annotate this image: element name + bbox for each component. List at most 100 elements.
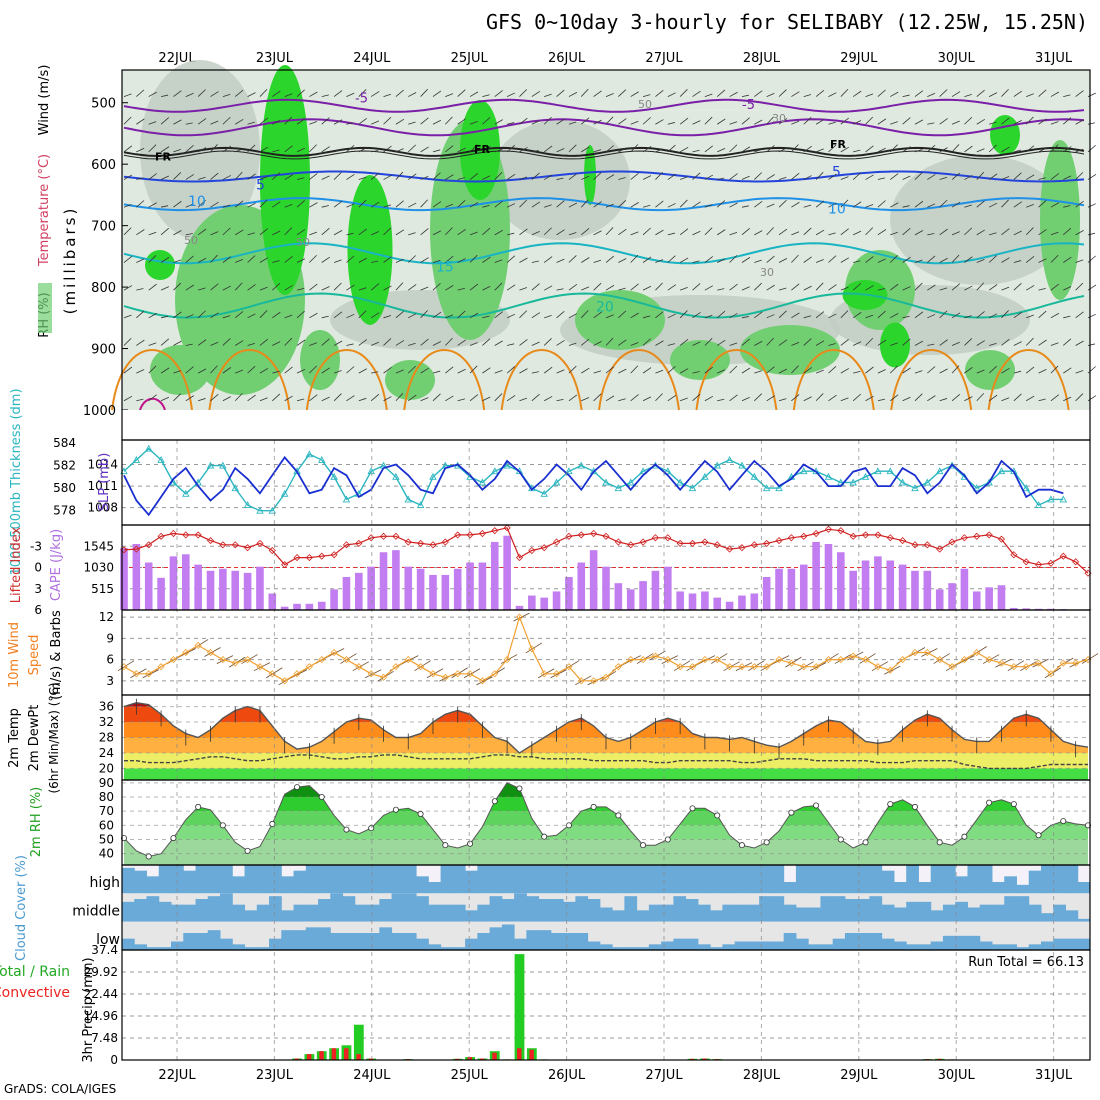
cape-bar <box>342 576 351 610</box>
wind-barb <box>494 370 503 374</box>
wind-speed-point <box>701 656 709 664</box>
wind-barb <box>494 200 503 208</box>
lifted-index-point <box>861 531 870 539</box>
cloud-cover-cell <box>281 910 295 922</box>
wind-barb <box>1087 144 1096 153</box>
cape-bar <box>392 550 400 610</box>
wind-barb <box>531 341 540 346</box>
wind-barb <box>717 118 726 125</box>
wind-barb <box>469 231 478 236</box>
thickness-point <box>540 489 548 497</box>
wind-barb <box>865 93 874 97</box>
lifted-index-point <box>713 541 721 549</box>
wind-barb <box>371 150 379 153</box>
wind-barb <box>309 202 318 208</box>
rh-point <box>195 803 202 810</box>
wind-barb <box>148 312 157 319</box>
wind-barb <box>741 397 750 402</box>
wind-speed-point <box>726 663 734 671</box>
wind-barb <box>667 394 677 402</box>
wind-barb <box>951 254 960 263</box>
lifted-index-point <box>342 541 351 549</box>
wind-barb <box>198 287 206 291</box>
temp-contour-20 <box>123 292 1085 319</box>
wind-barb <box>123 285 133 291</box>
wind-barb <box>976 171 985 180</box>
cloud-cover-cell <box>391 933 405 950</box>
wind-barb <box>222 116 231 125</box>
cloud-cover-cell <box>1028 870 1042 894</box>
slp-tick-label: 1014 <box>87 458 118 472</box>
cloud-cover-cell <box>244 865 258 894</box>
wind-barb <box>123 256 133 263</box>
wind-barb <box>371 341 380 346</box>
wind-barb <box>630 172 639 180</box>
wind-speed-point <box>775 656 783 664</box>
rh-point <box>442 842 449 849</box>
wind-barb <box>290 669 308 679</box>
wind-barb <box>1063 315 1071 319</box>
wind-barb <box>717 229 726 236</box>
cloud-cover-cell <box>354 865 368 894</box>
cloud-cover-cell <box>1028 904 1042 922</box>
wind-barb <box>580 310 589 319</box>
wind-barb <box>531 201 541 208</box>
temp-contour-25 <box>305 349 388 411</box>
cape-bar <box>367 566 375 610</box>
lifted-index-point <box>676 539 684 547</box>
wind-barb <box>321 315 329 319</box>
wind-barb <box>717 288 725 291</box>
wind-barb <box>333 200 343 208</box>
wind-speed-point <box>491 670 499 678</box>
wind-barb <box>1038 398 1046 402</box>
cloud-cover-cell <box>465 938 478 950</box>
wind-speed-point <box>688 663 697 671</box>
wind-barb <box>432 311 442 319</box>
wind-barb <box>185 233 193 236</box>
wind-barb <box>605 174 615 180</box>
wind-barb <box>506 284 516 291</box>
panel-frame <box>121 949 1091 1061</box>
lifted-index-point <box>886 534 894 542</box>
wind-barb <box>778 258 788 263</box>
wind-barb <box>914 311 924 319</box>
cloud-cover-cell <box>783 904 797 922</box>
thickness-point <box>1034 501 1043 509</box>
wind-barb <box>939 228 948 236</box>
wind-barb <box>853 341 862 346</box>
cloud-cover-cell <box>1040 913 1054 922</box>
cloud-cover-cell <box>587 899 601 922</box>
wind-barb <box>1050 312 1060 319</box>
wind-barb <box>1013 201 1023 208</box>
wind-barb <box>247 92 256 97</box>
wind-speed-point <box>861 656 870 664</box>
wind-barb <box>1050 91 1060 97</box>
cape-bar <box>429 574 437 610</box>
wind-barb <box>605 337 614 346</box>
cloud-cover-cell <box>918 944 932 950</box>
cape-bar <box>676 591 684 610</box>
precip-legend-convective: Convective <box>0 985 70 1001</box>
wind-barb <box>976 282 985 291</box>
panel-frame <box>121 609 1091 696</box>
wind-barb <box>1025 337 1034 346</box>
wind-speed-point <box>454 670 462 678</box>
wind-barb <box>840 199 849 208</box>
wind-barb <box>1025 366 1035 374</box>
cloud-cover-cell <box>857 865 870 894</box>
wind-barb <box>408 232 416 236</box>
cloud-cover-cell <box>857 899 870 922</box>
cloud-cover-cell <box>820 865 834 894</box>
temp-contour-freezing <box>123 146 1085 157</box>
contour-label: FR <box>474 143 491 156</box>
wind-barb <box>185 92 194 97</box>
lifted-index-point <box>651 534 660 542</box>
wind-barb <box>667 255 676 263</box>
wind-barb <box>828 394 837 402</box>
wind-barb <box>469 394 479 402</box>
cape-bar <box>787 568 796 610</box>
cloud-cover-cell <box>844 899 858 922</box>
wind-barb <box>210 365 218 374</box>
wind-barb <box>877 229 887 236</box>
cloud-cover-cell <box>636 865 650 894</box>
